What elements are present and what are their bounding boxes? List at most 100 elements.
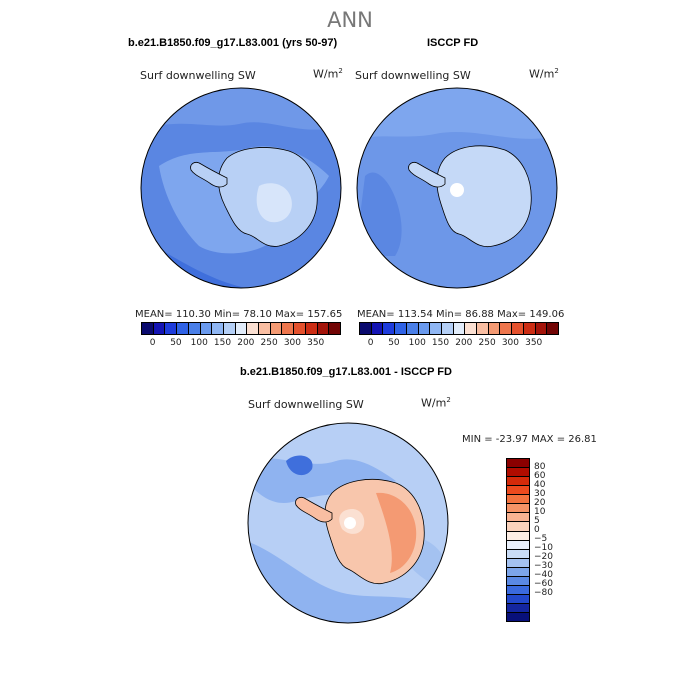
colorbar-swatch bbox=[418, 323, 431, 334]
negative-band bbox=[248, 458, 396, 503]
colorbar-tick-label: 150 bbox=[431, 338, 450, 348]
model-stats: MEAN= 110.30 Min= 78.10 Max= 157.65 bbox=[135, 309, 343, 320]
colorbar-swatch bbox=[507, 540, 529, 550]
colorbar-swatch bbox=[507, 585, 529, 595]
colorbar-swatch bbox=[507, 604, 529, 614]
negative-band-south bbox=[248, 541, 448, 623]
colorbar-swatch bbox=[153, 323, 166, 334]
colorbar-tick-label: 50 bbox=[388, 338, 400, 348]
colorbar-swatch bbox=[212, 323, 224, 334]
antarctica-coastline bbox=[436, 145, 532, 248]
colorbar-tick-label: 30 bbox=[534, 489, 546, 499]
diff-colorbar bbox=[506, 458, 530, 622]
model-colorbar-ticks: 0 50 100 150 200 250 300 350 bbox=[141, 338, 339, 350]
colorbar-swatch bbox=[507, 477, 529, 487]
colorbar-swatch bbox=[477, 323, 489, 334]
colorbar-tick-label: 0 bbox=[367, 338, 374, 348]
colorbar-swatch bbox=[507, 486, 529, 496]
colorbar-swatch bbox=[507, 468, 529, 478]
colorbar-tick-label: 200 bbox=[237, 338, 255, 348]
antarctic-peninsula bbox=[295, 497, 333, 523]
colorbar-tick-label: 250 bbox=[260, 338, 278, 348]
colorbar-swatch bbox=[282, 323, 295, 334]
model-polar-map bbox=[140, 87, 342, 289]
colorbar-swatch bbox=[507, 576, 529, 586]
colorbar-tick-label: 100 bbox=[190, 338, 208, 348]
colorbar-tick-label: 250 bbox=[478, 338, 496, 348]
colorbar-swatch bbox=[507, 459, 529, 469]
colorbar-tick-label: 20 bbox=[534, 498, 546, 508]
colorbar-tick-label: −20 bbox=[534, 552, 553, 562]
colorbar-swatch bbox=[488, 323, 501, 334]
colorbar-tick-label: −5 bbox=[534, 534, 548, 544]
colorbar-swatch bbox=[507, 504, 529, 514]
colorbar-swatch bbox=[223, 323, 236, 334]
colorbar-tick-label: 0 bbox=[149, 338, 156, 348]
colorbar-tick-label: 300 bbox=[501, 338, 519, 348]
colorbar-swatch bbox=[507, 558, 529, 568]
colorbar-swatch bbox=[507, 531, 529, 541]
colorbar-swatch bbox=[317, 323, 330, 334]
colorbar-tick-label: −60 bbox=[534, 579, 553, 589]
colorbar-swatch bbox=[512, 323, 524, 334]
map-outline bbox=[247, 422, 449, 624]
colorbar-tick-label: 300 bbox=[283, 338, 301, 348]
colorbar-tick-label: −80 bbox=[534, 588, 553, 598]
pole-missing-data bbox=[344, 517, 356, 529]
colorbar-swatch bbox=[523, 323, 536, 334]
main-title: ANN bbox=[327, 8, 373, 32]
colorbar-swatch bbox=[507, 495, 529, 505]
colorbar-swatch bbox=[507, 594, 529, 604]
colorbar-swatch bbox=[259, 323, 271, 334]
colorbar-swatch bbox=[507, 513, 529, 523]
colorbar-swatch bbox=[547, 323, 558, 334]
map-outline bbox=[356, 87, 558, 289]
colorbar-swatch bbox=[507, 567, 529, 577]
colorbar-swatch bbox=[430, 323, 442, 334]
colorbar-swatch bbox=[383, 323, 396, 334]
plateau-region bbox=[256, 183, 292, 223]
diff-panel-title: b.e21.B1850.f09_g17.L83.001 - ISCCP FD bbox=[240, 366, 452, 378]
colorbar-swatch bbox=[507, 522, 529, 532]
colorbar-tick-label: −10 bbox=[534, 543, 553, 553]
colorbar-swatch bbox=[329, 323, 340, 334]
colorbar-swatch bbox=[294, 323, 306, 334]
colorbar-swatch bbox=[142, 323, 154, 334]
obs-variable-label: Surf downwelling SW bbox=[355, 69, 471, 82]
colorbar-swatch bbox=[165, 323, 178, 334]
antarctic-peninsula bbox=[408, 162, 446, 188]
colorbar-swatch bbox=[270, 323, 283, 334]
diff-units: W/m2 bbox=[421, 396, 451, 410]
colorbar-swatch bbox=[535, 323, 548, 334]
obs-panel-title: ISCCP FD bbox=[427, 37, 479, 49]
obs-units: W/m2 bbox=[529, 67, 559, 81]
colorbar-swatch bbox=[500, 323, 513, 334]
obs-colorbar-ticks: 0 50 100 150 200 250 300 350 bbox=[359, 338, 557, 350]
colorbar-swatch bbox=[395, 323, 407, 334]
colorbar-tick-label: 350 bbox=[525, 338, 543, 348]
colorbar-swatch bbox=[371, 323, 384, 334]
colorbar-tick-label: 350 bbox=[307, 338, 325, 348]
colorbar-swatch bbox=[507, 549, 529, 559]
colorbar-tick-label: −30 bbox=[534, 561, 553, 571]
colorbar-swatch bbox=[406, 323, 419, 334]
pole-missing-data bbox=[450, 183, 464, 197]
map-outline bbox=[140, 87, 342, 289]
colorbar-swatch bbox=[453, 323, 466, 334]
colorbar-tick-label: 5 bbox=[534, 516, 540, 526]
diff-polar-map bbox=[247, 422, 449, 624]
colorbar-tick-label: 0 bbox=[534, 525, 540, 535]
obs-stats: MEAN= 113.54 Min= 86.88 Max= 149.06 bbox=[357, 309, 565, 320]
colorbar-swatch bbox=[188, 323, 201, 334]
colorbar-swatch bbox=[177, 323, 189, 334]
model-panel-title: b.e21.B1850.f09_g17.L83.001 (yrs 50-97) bbox=[128, 37, 338, 49]
strong-negative-patch bbox=[286, 455, 313, 476]
obs-colorbar bbox=[359, 322, 559, 335]
colorbar-swatch bbox=[200, 323, 213, 334]
colorbar-swatch bbox=[465, 323, 478, 334]
colorbar-swatch bbox=[507, 613, 529, 622]
colorbar-tick-label: 80 bbox=[534, 462, 546, 472]
obs-polar-map bbox=[356, 87, 558, 289]
colorbar-swatch bbox=[305, 323, 318, 334]
colorbar-tick-label: 50 bbox=[170, 338, 182, 348]
